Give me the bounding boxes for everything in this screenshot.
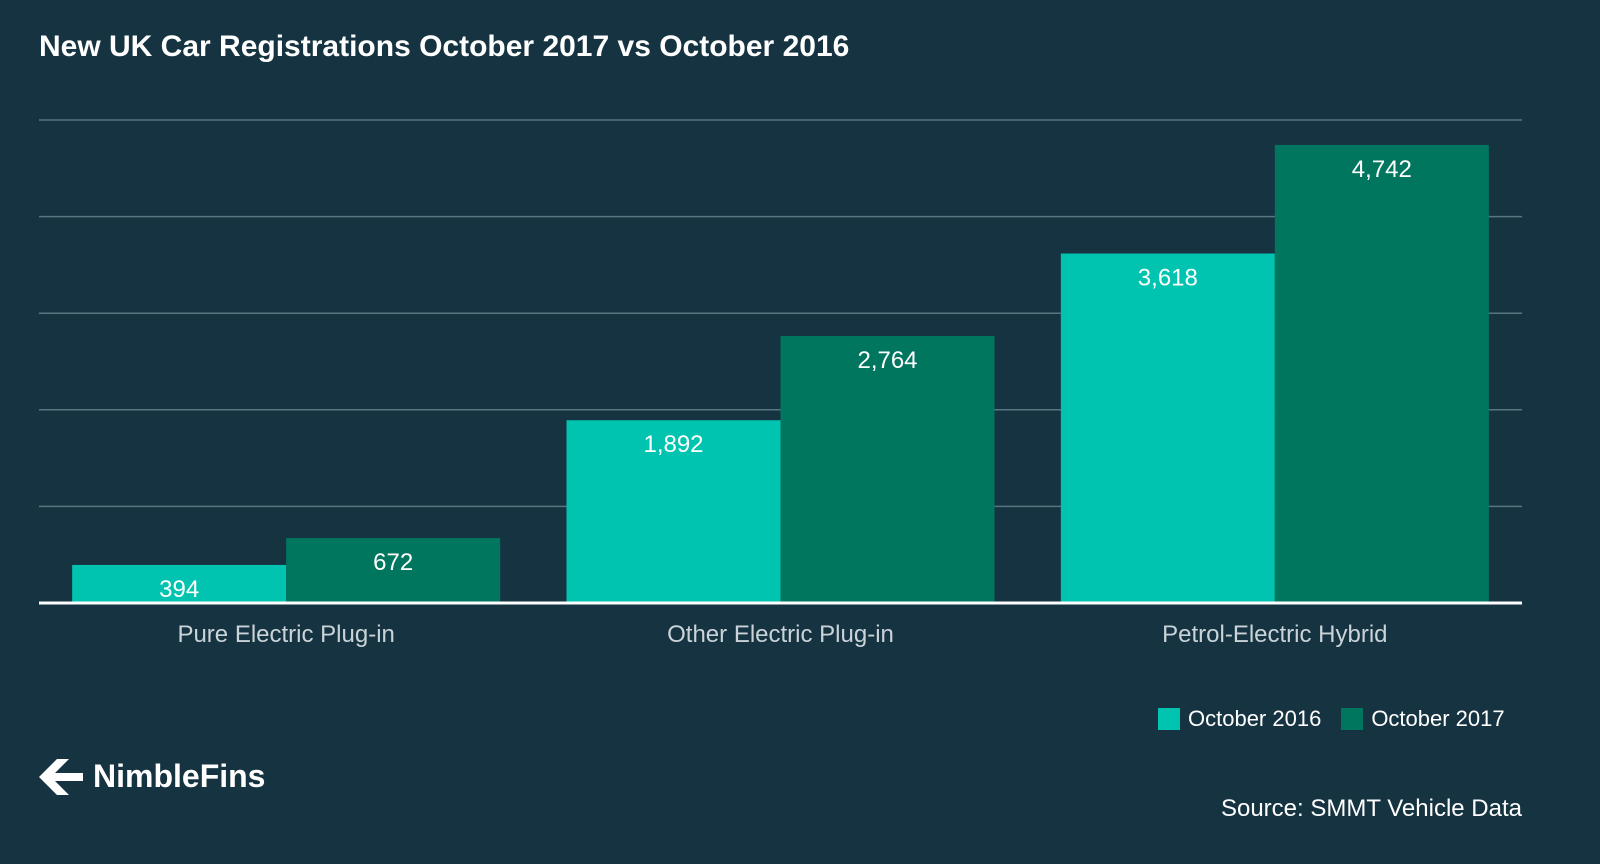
data-label-october-2017-3: 4,742 [1352,156,1412,183]
data-label-october-2017-2: 2,764 [857,347,917,374]
legend-item-october-2016: October 2016 [1158,706,1321,732]
data-label-october-2017-1: 672 [373,549,413,576]
legend-label-october-2016: October 2016 [1188,706,1322,731]
legend-swatch-october-2016 [1158,708,1180,730]
bar-chart: 394 672 Pure Electric Plug-in 1,892 2,764 Oth… [39,119,1522,648]
category-label-1: Pure Electric Plug-in [177,621,394,648]
bar-october-2017-2 [780,335,995,603]
data-label-october-2016-2: 1,892 [643,431,703,458]
bar-october-2017-3 [1274,144,1489,604]
source-note: Source: SMMT Vehicle Data [1220,795,1522,822]
legend: October 2016 October 2017 [1158,706,1505,732]
legend-item-october-2017: October 2017 [1341,706,1505,732]
nimblefins-arrow-logo-icon [39,758,83,795]
bar-october-2016-3 [1060,253,1275,603]
bar-october-2016-2 [566,420,781,603]
legend-swatch-october-2017 [1341,708,1364,730]
category-label-2: Other Electric Plug-in [667,621,894,648]
legend-label-october-2017: October 2017 [1371,706,1505,731]
bar-october-2016-1 [72,564,287,603]
bar-october-2017-1 [286,538,501,603]
chart-title: New UK Car Registrations October 2017 vs… [39,30,850,63]
data-label-october-2016-3: 3,618 [1138,265,1198,292]
brand-name: NimbleFins [93,758,266,794]
category-label-3: Petrol-Electric Hybrid [1162,621,1387,648]
brand-logo: NimbleFins [39,758,265,795]
data-label-october-2016-1: 394 [159,576,199,603]
